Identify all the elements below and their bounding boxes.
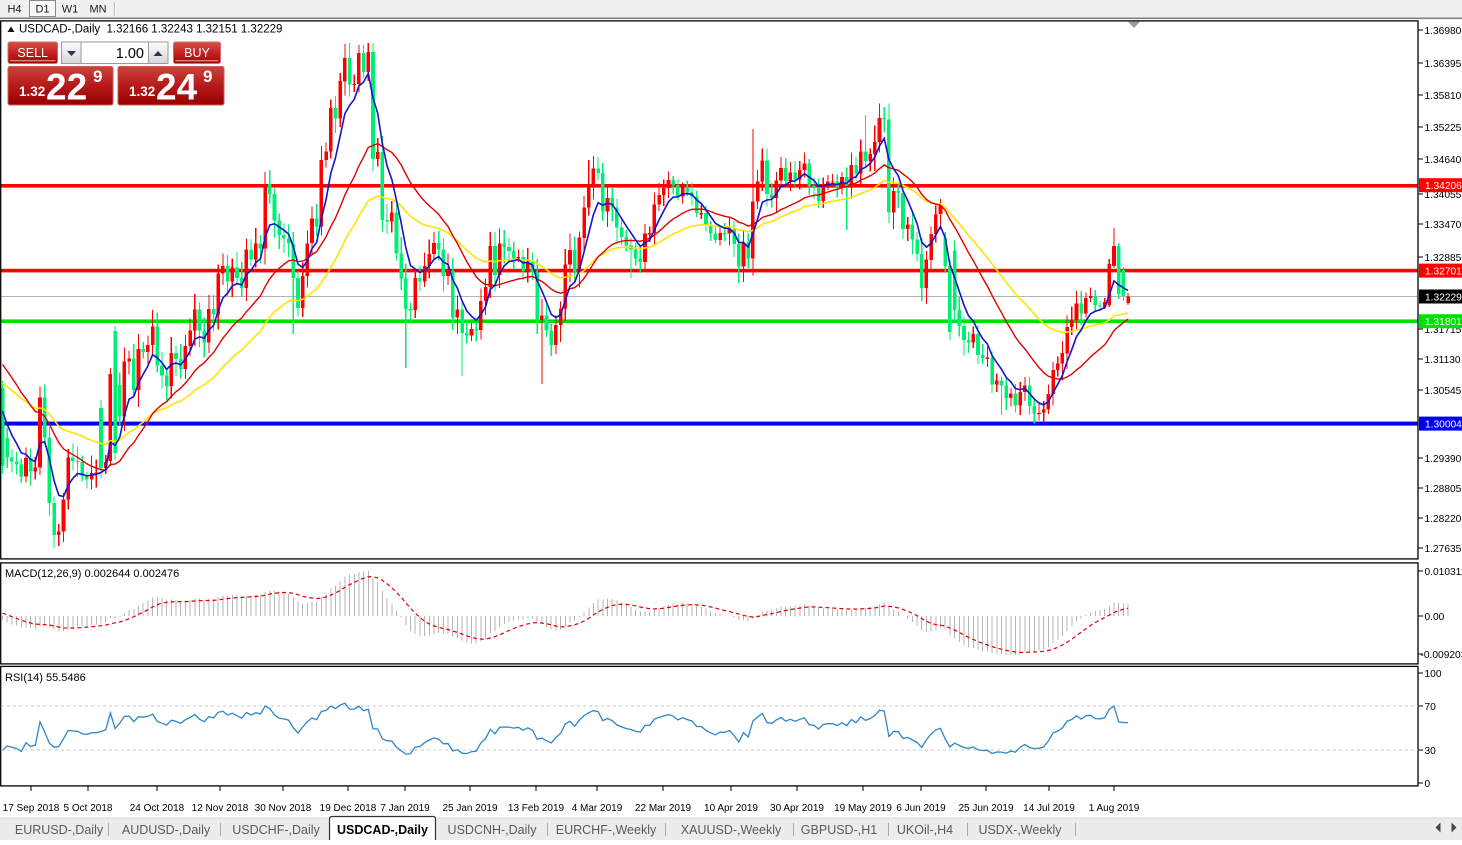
- svg-text:H4: H4: [7, 4, 21, 16]
- svg-text:1.32: 1.32: [19, 84, 45, 99]
- svg-text:30: 30: [1425, 746, 1437, 757]
- svg-text:1 Aug 2019: 1 Aug 2019: [1089, 803, 1140, 814]
- svg-text:14 Jul 2019: 14 Jul 2019: [1023, 803, 1075, 814]
- svg-text:1.30004: 1.30004: [1425, 420, 1462, 431]
- svg-text:1.33470: 1.33470: [1425, 220, 1462, 231]
- svg-text:19 Dec 2018: 19 Dec 2018: [320, 803, 377, 814]
- svg-text:UKOil-,H4: UKOil-,H4: [897, 823, 953, 837]
- svg-text:1.31801: 1.31801: [1425, 317, 1462, 328]
- svg-text:4 Mar 2019: 4 Mar 2019: [572, 803, 623, 814]
- svg-text:1.31130: 1.31130: [1425, 355, 1461, 366]
- svg-text:1.32229: 1.32229: [1425, 293, 1462, 304]
- svg-text:1.34640: 1.34640: [1425, 155, 1462, 166]
- svg-text:22: 22: [46, 67, 87, 108]
- svg-text:EURUSD-,Daily: EURUSD-,Daily: [15, 823, 104, 837]
- svg-text:5 Oct 2018: 5 Oct 2018: [64, 803, 113, 814]
- svg-text:USDCAD-,Daily 1.32166 1.32243: USDCAD-,Daily 1.32166 1.32243 1.32151 1.…: [19, 24, 282, 36]
- svg-text:0.010311: 0.010311: [1425, 567, 1462, 578]
- svg-text:RSI(14) 55.5486: RSI(14) 55.5486: [5, 672, 86, 684]
- svg-text:30 Nov 2018: 30 Nov 2018: [255, 803, 312, 814]
- svg-text:BUY: BUY: [184, 46, 210, 60]
- svg-text:USDCNH-,Daily: USDCNH-,Daily: [448, 823, 538, 837]
- svg-text:1.00: 1.00: [116, 46, 144, 62]
- svg-text:24 Oct 2018: 24 Oct 2018: [130, 803, 185, 814]
- svg-text:1.36395: 1.36395: [1425, 59, 1462, 70]
- svg-text:MN: MN: [89, 4, 106, 16]
- svg-text:1.32885: 1.32885: [1425, 253, 1462, 264]
- svg-text:1.35810: 1.35810: [1425, 91, 1462, 102]
- svg-text:25 Jun 2019: 25 Jun 2019: [958, 803, 1013, 814]
- svg-text:1.28805: 1.28805: [1425, 484, 1462, 495]
- svg-text:MACD(12,26,9) 0.002644 0.00247: MACD(12,26,9) 0.002644 0.002476: [5, 568, 179, 580]
- svg-text:1.32: 1.32: [129, 84, 155, 99]
- svg-text:17 Sep 2018: 17 Sep 2018: [3, 803, 60, 814]
- svg-text:W1: W1: [62, 4, 79, 16]
- svg-text:9: 9: [203, 67, 212, 86]
- svg-text:EURCHF-,Weekly: EURCHF-,Weekly: [556, 823, 657, 837]
- svg-text:XAUUSD-,Weekly: XAUUSD-,Weekly: [681, 823, 782, 837]
- svg-text:10 Apr 2019: 10 Apr 2019: [704, 803, 758, 814]
- svg-text:1.35225: 1.35225: [1425, 123, 1462, 134]
- svg-text:30 Apr 2019: 30 Apr 2019: [770, 803, 824, 814]
- svg-text:24: 24: [156, 67, 198, 108]
- svg-text:1.32701: 1.32701: [1425, 267, 1462, 278]
- svg-text:25 Jan 2019: 25 Jan 2019: [442, 803, 497, 814]
- svg-text:AUDUSD-,Daily: AUDUSD-,Daily: [122, 823, 211, 837]
- svg-text:D1: D1: [35, 4, 49, 16]
- svg-text:0: 0: [1425, 779, 1431, 790]
- svg-text:100: 100: [1425, 669, 1442, 680]
- svg-text:USDCAD-,Daily: USDCAD-,Daily: [337, 823, 428, 837]
- svg-text:7 Jan 2019: 7 Jan 2019: [380, 803, 430, 814]
- svg-text:1.34206: 1.34206: [1425, 181, 1462, 192]
- svg-text:GBPUSD-,H1: GBPUSD-,H1: [801, 823, 877, 837]
- svg-text:19 May 2019: 19 May 2019: [834, 803, 892, 814]
- svg-text:SELL: SELL: [17, 46, 48, 60]
- svg-text:22 Mar 2019: 22 Mar 2019: [635, 803, 692, 814]
- svg-text:12 Nov 2018: 12 Nov 2018: [192, 803, 249, 814]
- svg-text:1.27635: 1.27635: [1425, 544, 1462, 555]
- svg-text:9: 9: [93, 67, 102, 86]
- svg-text:-0.009203: -0.009203: [1421, 650, 1462, 661]
- svg-text:1.29390: 1.29390: [1425, 454, 1462, 465]
- svg-text:13 Feb 2019: 13 Feb 2019: [508, 803, 565, 814]
- svg-text:1.36980: 1.36980: [1425, 26, 1462, 37]
- svg-text:70: 70: [1425, 702, 1437, 713]
- svg-text:USDCHF-,Daily: USDCHF-,Daily: [232, 823, 320, 837]
- svg-text:1.28220: 1.28220: [1425, 514, 1462, 525]
- svg-text:0.00: 0.00: [1425, 612, 1445, 623]
- svg-text:6 Jun 2019: 6 Jun 2019: [896, 803, 946, 814]
- svg-text:1.30545: 1.30545: [1425, 386, 1462, 397]
- svg-text:USDX-,Weekly: USDX-,Weekly: [978, 823, 1062, 837]
